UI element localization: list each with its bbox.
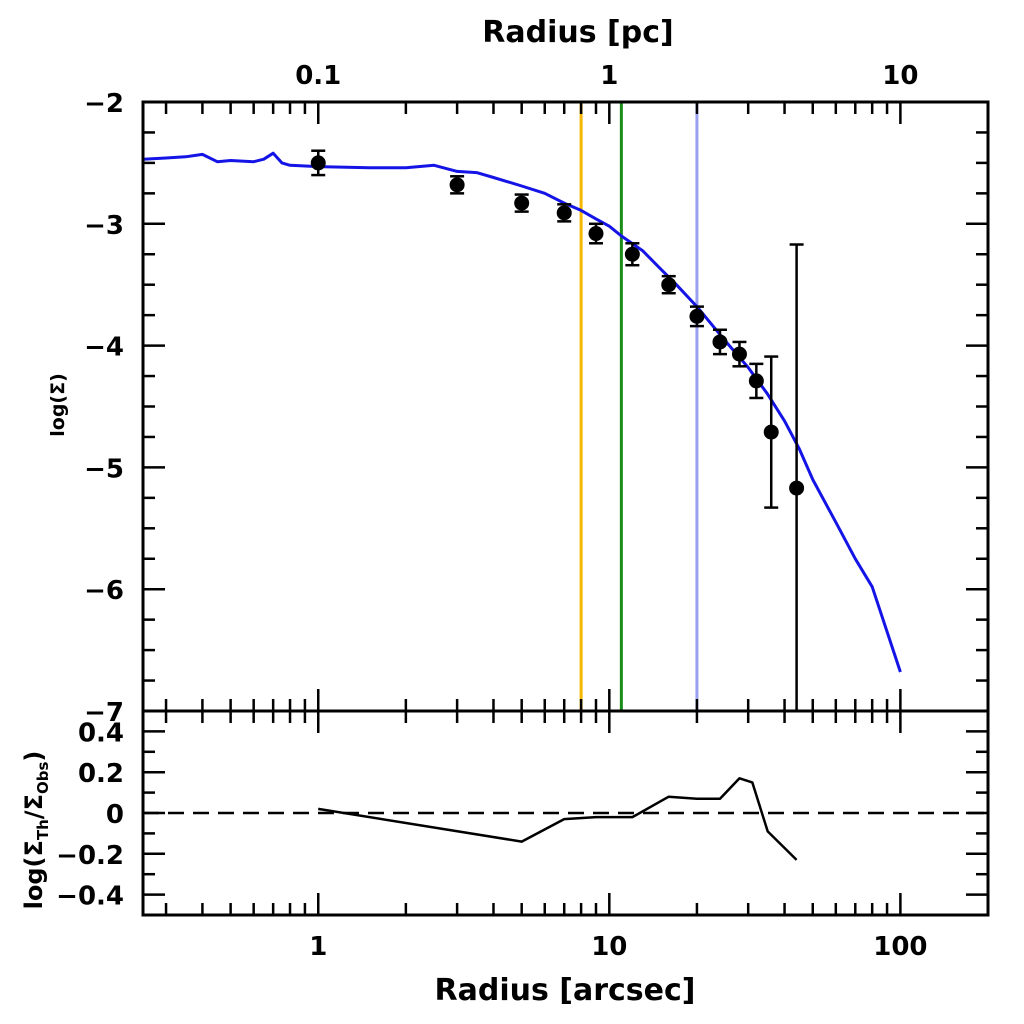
- data-point-7: [689, 308, 705, 324]
- data-point-6: [661, 277, 677, 293]
- residual-y-tick-label-1: 0.2: [78, 759, 124, 789]
- data-point-11: [763, 424, 779, 440]
- main-y-tick-label-2: −4: [84, 333, 124, 363]
- main-panel-frame: [141, 100, 990, 713]
- x-tick-label-1: 1: [309, 932, 327, 962]
- x-tick-label-100: 100: [873, 932, 927, 962]
- top-tick-label-2: 10: [882, 61, 918, 91]
- main-y-tick-label-1: −3: [84, 211, 124, 241]
- data-point-1: [449, 177, 465, 193]
- x-tick-label-10: 10: [591, 932, 627, 962]
- data-point-12: [789, 480, 805, 496]
- residual-y-axis-label: log(ΣTh/ΣObs): [20, 751, 52, 910]
- main-y-tick-label-5: −7: [84, 698, 124, 728]
- top-axis-title: Radius [pc]: [482, 15, 673, 50]
- main-y-tick-label-3: −5: [84, 454, 124, 484]
- data-point-0: [310, 155, 326, 171]
- data-point-2: [514, 195, 530, 211]
- residual-y-tick-label-2: 0: [106, 800, 124, 830]
- data-point-3: [556, 205, 572, 221]
- data-point-4: [588, 226, 604, 242]
- residual-y-tick-label-3: −0.2: [56, 841, 124, 871]
- residual-y-tick-label-0: 0.4: [78, 718, 124, 748]
- main-y-tick-label-4: −6: [84, 576, 124, 606]
- data-point-10: [748, 373, 764, 389]
- main-y-tick-label-0: −2: [84, 89, 124, 119]
- data-point-9: [731, 346, 747, 362]
- data-point-5: [624, 246, 640, 262]
- bottom-axis-title: Radius [arcsec]: [435, 973, 696, 1008]
- main-y-axis-label: log(Σ): [47, 373, 69, 437]
- data-point-8: [712, 334, 728, 350]
- residual-curve: [318, 777, 798, 861]
- residual-y-tick-label-4: −0.4: [56, 882, 124, 912]
- top-tick-label-0: 0.1: [295, 61, 341, 91]
- model-curve: [142, 151, 902, 673]
- top-tick-label-1: 1: [600, 61, 618, 91]
